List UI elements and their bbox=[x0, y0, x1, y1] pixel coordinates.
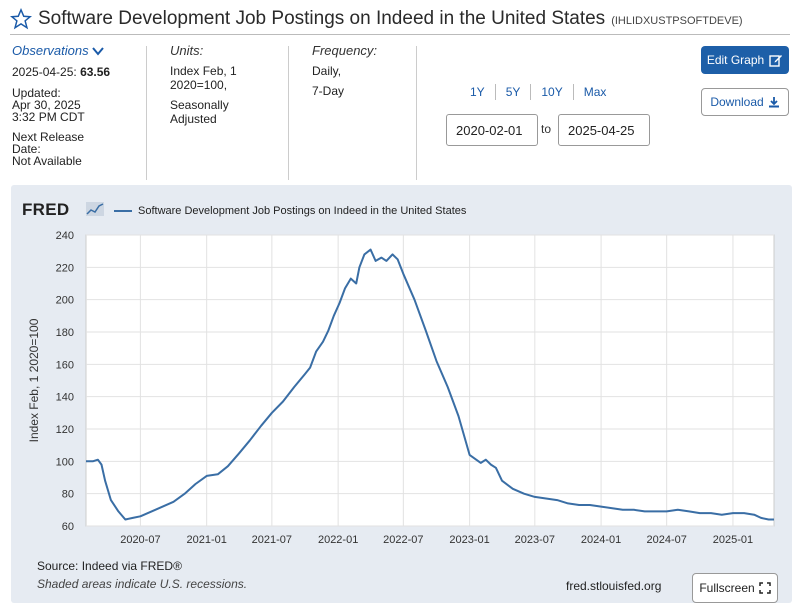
column-divider bbox=[146, 46, 147, 180]
range-divider bbox=[530, 84, 532, 100]
observations-label[interactable]: Observations bbox=[12, 43, 89, 58]
y-tick-label: 120 bbox=[56, 424, 74, 436]
range-1y-button[interactable]: 1Y bbox=[470, 85, 485, 99]
x-tick-label: 2021-01 bbox=[186, 534, 226, 546]
title-bar: Software Development Job Postings on Ind… bbox=[10, 6, 743, 32]
title-divider bbox=[10, 34, 790, 35]
frequency-line-2: 7-Day bbox=[312, 84, 345, 98]
next-release-info: Next Release Date: Not Available bbox=[12, 131, 144, 167]
range-5y-button[interactable]: 5Y bbox=[505, 85, 521, 99]
edit-graph-button[interactable]: Edit Graph bbox=[701, 46, 789, 74]
observation-value: 63.56 bbox=[80, 65, 111, 79]
fred-logo-graph-icon bbox=[86, 202, 104, 216]
fullscreen-label[interactable]: Fullscreen bbox=[699, 581, 755, 595]
units-line-4: Adjusted bbox=[170, 112, 217, 126]
chart-source: Source: Indeed via FRED® bbox=[37, 559, 182, 573]
units-panel: Units: Index Feb, 1 2020=100, Seasonally… bbox=[170, 43, 280, 127]
end-date-input[interactable]: 2025-04-25 bbox=[558, 114, 650, 146]
recession-note: Shaded areas indicate U.S. recessions. bbox=[37, 577, 248, 591]
x-tick-label: 2022-07 bbox=[383, 534, 423, 546]
next-release-value: Not Available bbox=[12, 154, 82, 168]
y-tick-label: 140 bbox=[56, 392, 74, 404]
x-tick-label: 2024-01 bbox=[581, 534, 621, 546]
y-tick-label: 100 bbox=[56, 456, 74, 468]
units-label: Units: bbox=[170, 43, 204, 58]
x-tick-label: 2024-07 bbox=[646, 534, 686, 546]
updated-info: Updated: Apr 30, 2025 3:32 PM CDT bbox=[12, 87, 144, 123]
range-10y-button[interactable]: 10Y bbox=[541, 85, 563, 99]
x-tick-label: 2021-07 bbox=[252, 534, 292, 546]
fullscreen-button[interactable]: Fullscreen bbox=[692, 573, 778, 603]
fred-logo: FRED bbox=[22, 200, 70, 219]
y-axis-label: Index Feb, 1 2020=100 bbox=[27, 318, 41, 442]
frequency-label: Frequency: bbox=[312, 43, 378, 58]
range-buttons: 1Y 5Y 10Y Max bbox=[460, 84, 616, 100]
fullscreen-icon bbox=[758, 582, 771, 594]
download-button[interactable]: Download bbox=[701, 88, 789, 116]
chevron-down-icon[interactable] bbox=[91, 46, 104, 56]
column-divider bbox=[416, 46, 417, 180]
updated-label: Updated: bbox=[12, 86, 61, 100]
units-line-2: 2020=100, bbox=[170, 78, 228, 92]
y-tick-label: 60 bbox=[62, 521, 74, 533]
start-date-input[interactable]: 2020-02-01 bbox=[446, 114, 538, 146]
latest-observation: 2025-04-25: 63.56 bbox=[12, 65, 144, 79]
series-id: (IHLIDXUSTPSOFTDEVE) bbox=[611, 15, 743, 27]
y-tick-label: 240 bbox=[56, 230, 74, 242]
fred-url: fred.stlouisfed.org bbox=[566, 579, 662, 593]
download-icon bbox=[768, 97, 779, 108]
y-tick-label: 80 bbox=[62, 489, 74, 501]
frequency-line-1: Daily, bbox=[312, 64, 342, 78]
y-tick-label: 180 bbox=[56, 327, 74, 339]
x-tick-label: 2023-07 bbox=[515, 534, 555, 546]
date-to-label: to bbox=[541, 122, 552, 136]
updated-time: 3:32 PM CDT bbox=[12, 110, 85, 124]
observation-date: 2025-04-25: bbox=[12, 65, 77, 79]
range-divider bbox=[494, 84, 496, 100]
range-divider bbox=[572, 84, 574, 100]
x-tick-label: 2025-01 bbox=[713, 534, 753, 546]
frequency-panel: Frequency: Daily, 7-Day bbox=[312, 43, 402, 99]
page-title: Software Development Job Postings on Ind… bbox=[38, 8, 606, 29]
observations-panel: Observations 2025-04-25: 63.56 Updated: … bbox=[12, 44, 144, 168]
plot-area bbox=[85, 234, 775, 527]
x-tick-label: 2020-07 bbox=[120, 534, 160, 546]
legend-swatch bbox=[114, 210, 132, 212]
series-line bbox=[86, 248, 774, 521]
star-icon[interactable] bbox=[10, 8, 32, 30]
units-line-3: Seasonally bbox=[170, 98, 229, 112]
next-release-label-date: Date: bbox=[12, 142, 41, 156]
x-tick-label: 2022-01 bbox=[318, 534, 358, 546]
observations-dropdown[interactable]: Observations bbox=[12, 44, 144, 58]
x-tick-label: 2023-01 bbox=[449, 534, 489, 546]
next-release-label: Next Release bbox=[12, 130, 85, 144]
download-label[interactable]: Download bbox=[710, 95, 764, 109]
edit-icon bbox=[769, 55, 783, 67]
updated-date: Apr 30, 2025 bbox=[12, 98, 81, 112]
chart-legend: Software Development Job Postings on Ind… bbox=[114, 205, 466, 217]
y-tick-label: 160 bbox=[56, 359, 74, 371]
legend-label: Software Development Job Postings on Ind… bbox=[138, 205, 467, 217]
column-divider bbox=[288, 46, 289, 180]
y-tick-label: 220 bbox=[56, 262, 74, 274]
y-tick-label: 200 bbox=[56, 295, 74, 307]
range-max-button[interactable]: Max bbox=[583, 85, 607, 99]
units-line-1: Index Feb, 1 bbox=[170, 64, 237, 78]
edit-graph-label[interactable]: Edit Graph bbox=[706, 53, 765, 67]
